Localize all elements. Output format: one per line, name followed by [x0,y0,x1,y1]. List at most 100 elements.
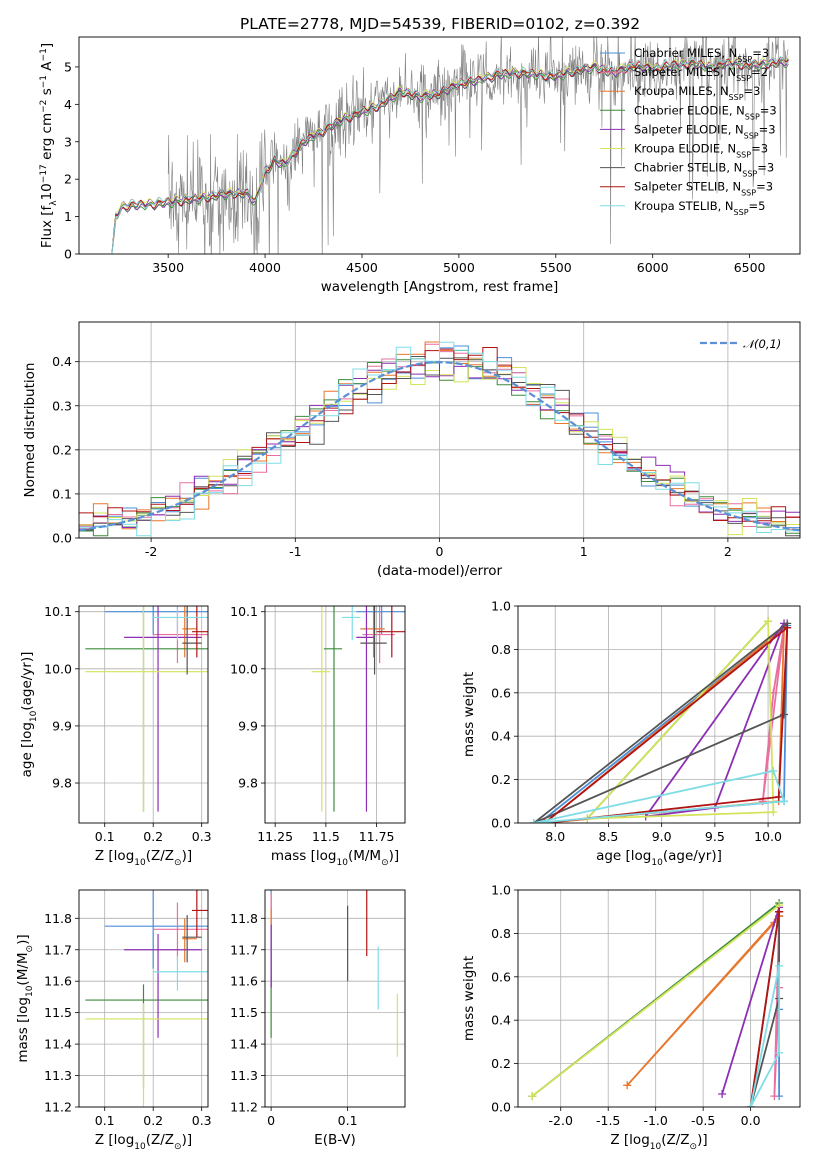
figure-title: PLATE=2778, MJD=54539, FIBERID=0102, z=0… [240,15,640,33]
x-tick-label: 8.5 [599,829,619,844]
y-tick-label: 9.8 [52,776,72,791]
label-part: Z [log [610,1132,649,1148]
model-spectrum-line [111,55,789,254]
label-part: ⊙ [690,1142,698,1152]
legend-sub: SSP [736,74,751,83]
y-tick-label: 0.2 [52,442,72,457]
y-tick-label: 4 [64,97,72,112]
axes-frame [78,36,801,255]
label-part: s [39,88,55,99]
y-tick-label: 11.4 [44,1037,72,1052]
ssp-marker [718,1089,727,1098]
label-part: (Z/Z [661,1132,689,1148]
label-part: ⊙ [174,858,182,868]
mass-weight-line [585,618,775,820]
label-part: erg cm [39,113,55,164]
y-tick-label: 10.0 [230,661,258,676]
legend-label: Chabrier MILES, NSSP=3 [634,46,769,64]
x-tick-label: 11.5 [312,829,340,844]
plot-area-spectrum [111,37,789,254]
x-axis-label: E(B-V) [314,1132,356,1148]
mass-weight-line [626,915,780,1086]
x-tick-label: 0 [436,544,444,559]
label-part: )] [182,1132,193,1148]
ssp-marker [764,617,773,626]
x-tick-label: 10.0 [754,829,782,844]
x-tick-label: 9.0 [652,829,672,844]
y-axis-label: mass [log10(M/M⊙)] [15,934,35,1062]
label-part: 10 [651,858,663,868]
plot-area-weight_vs_Z [528,899,784,1107]
legend-model: Chabrier STELIB, N [634,161,742,175]
x-tick-label: 0.1 [95,829,115,844]
y-tick-label: 11.5 [44,1005,72,1020]
y-tick-label: 0.8 [491,642,511,657]
x-tick-label: 0.3 [192,1113,212,1128]
axes-age_vs_mass: 11.25 11.5 11.75 9.8 9.9 10.0 10.1 mass [log10(… [230,604,406,868]
y-tick-label: 11.3 [230,1068,258,1083]
x-tick-label: 2 [724,544,732,559]
ssp-marker [775,907,784,916]
x-axis-label: wavelength [Angstrom, rest frame] [321,279,559,295]
label-part: (M/M [348,848,381,864]
y-tick-label: 1.0 [491,883,511,898]
legend-n: =5 [749,199,766,213]
axes-frame [78,889,209,1108]
x-tick-label: 0.1 [95,1113,115,1128]
label-part: A [39,61,55,75]
x-tick-label: -2 [145,544,157,559]
legend-model: Salpeter ELODIE, N [634,122,744,136]
legend-n: =3 [757,161,774,175]
y-tick-label: 10.0 [44,661,72,676]
label-part: 10 [650,1142,662,1152]
legend-n: =3 [751,142,768,156]
y-tick-label: 0.4 [491,1013,511,1028]
ssp-marker [783,623,792,632]
y-tick-label: 0.0 [491,816,511,831]
label-part: −17 [39,164,49,183]
axes-weight_vs_age: 8.0 8.5 9.0 9.5 10.0 0.0 0.2 0.4 0.6 0.8 1.0 age [l… [461,599,801,868]
x-tick-label: 6500 [734,260,766,275]
y-tick-label: 11.2 [44,1100,72,1115]
legend-n: =3 [744,84,761,98]
mass-weight-line [533,769,786,823]
x-tick-label: 4000 [249,260,281,275]
legend-label: 𝒩(0,1) [743,337,781,351]
axes-spectrum: 3500 4000 4500 5000 5500 6000 6500 0 1 2 3 4 5 wavele… [39,36,801,295]
y-axis-label: mass weight [461,672,477,757]
y-tick-label: 0.4 [491,729,511,744]
legend-model: Salpeter MILES, N [634,65,736,79]
axes-mass_vs_EBV: 0 0.1 11.2 11.3 11.4 11.5 11.6 11.7 11.8 E(B-V) [230,889,406,1148]
y-tick-label: 0 [64,247,72,262]
legend-model: Kroupa ELODIE, N [634,142,736,156]
y-tick-label: 0.0 [52,531,72,546]
legend-model: Kroupa STELIB, N [634,199,734,213]
mass-weight-line [543,625,789,823]
legend-n: =3 [752,46,769,60]
legend-label: Salpeter ELODIE, NSSP=3 [634,122,776,140]
y-tick-label: 0.3 [52,398,72,413]
y-tick-label: 3 [64,134,72,149]
model-spectrum-line [111,56,789,254]
x-tick-label: 6000 [637,260,669,275]
label-part: (Z/Z [146,848,174,864]
label-part: 10 [134,1142,146,1152]
residual-histogram [79,341,800,537]
label-part: mass [log [15,997,31,1063]
y-tick-label: 1 [64,209,72,224]
ssp-marker [770,1092,779,1101]
residual-histogram [79,362,800,528]
legend-label: Chabrier STELIB, NSSP=3 [634,161,774,179]
x-tick-label: 0 [267,1113,275,1128]
y-tick-label: 0.2 [491,772,511,787]
mass-weight-line [761,627,785,802]
axes-weight_vs_Z: -2.0 -1.5 -1.0 -0.5 0.0 0.0 0.2 0.4 0.6 0.8 1.0 Z [… [461,883,801,1152]
x-tick-label: 0.0 [741,1113,761,1128]
legend-label: Kroupa STELIB, NSSP=5 [634,199,765,217]
ssp-marker [775,961,784,970]
legend-label: Salpeter MILES, NSSP=2 [634,65,768,83]
axes-frame [78,605,209,824]
label-part: ⊙ [174,1142,182,1152]
y-tick-label: 11.6 [44,974,72,989]
label-part: )] [182,848,193,864]
